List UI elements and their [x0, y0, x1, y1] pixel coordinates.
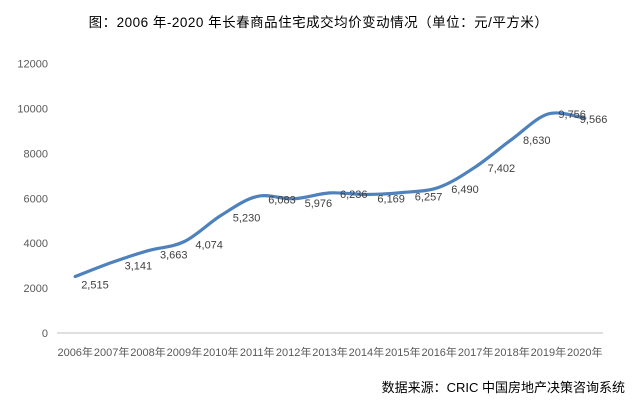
data-label: 3,141: [125, 260, 153, 272]
y-axis-tick-label: 6000: [24, 193, 48, 205]
data-label: 2,515: [81, 280, 109, 292]
x-axis-tick-label: 2008年: [130, 345, 165, 359]
x-axis-tick-label: 2010年: [203, 345, 238, 359]
data-label: 9,566: [580, 114, 608, 126]
x-axis-tick-label: 2016年: [421, 345, 456, 359]
y-axis-tick-label: 8000: [24, 148, 48, 160]
x-axis-tick-label: 2014年: [349, 345, 384, 359]
data-label: 6,490: [451, 184, 479, 196]
data-label: 5,230: [233, 213, 261, 225]
y-axis-tick-label: 10000: [17, 103, 48, 115]
x-axis-tick-label: 2015年: [385, 345, 420, 359]
x-axis-tick-label: 2012年: [276, 345, 311, 359]
y-axis-tick-label: 2000: [24, 283, 48, 295]
data-label: 9,756: [558, 109, 586, 121]
data-label: 6,257: [415, 191, 443, 203]
x-axis-tick-label: 2006年: [57, 345, 92, 359]
data-source: 数据来源：CRIC 中国房地产决策咨询系统: [381, 380, 625, 395]
data-label: 6,236: [340, 189, 368, 201]
x-axis-tick-label: 2007年: [94, 345, 129, 359]
data-label: 6,083: [268, 194, 296, 206]
data-label: 7,402: [488, 163, 516, 175]
x-axis-tick-label: 2018年: [494, 345, 529, 359]
price-line: [73, 111, 587, 279]
x-axis-tick-label: 2009年: [167, 345, 202, 359]
chart-title: 图：2006 年-2020 年长春商品住宅成交均价变动情况（单位：元/平方米）: [88, 15, 549, 30]
data-label: 3,663: [160, 250, 188, 262]
data-label: 4,074: [195, 240, 223, 252]
y-axis-tick-label: 0: [42, 328, 48, 340]
x-axis-tick-label: 2020年: [567, 345, 602, 359]
x-axis-tick-label: 2017年: [458, 345, 493, 359]
x-axis-tick-label: 2011年: [240, 345, 275, 359]
x-axis-tick-label: 2019年: [531, 345, 566, 359]
data-label: 6,169: [377, 193, 405, 205]
data-label: 5,976: [305, 198, 333, 210]
x-axis-tick-label: 2013年: [312, 345, 347, 359]
data-label: 8,630: [523, 135, 551, 147]
y-axis-tick-label: 12000: [17, 59, 48, 71]
y-axis-tick-label: 4000: [24, 238, 48, 250]
